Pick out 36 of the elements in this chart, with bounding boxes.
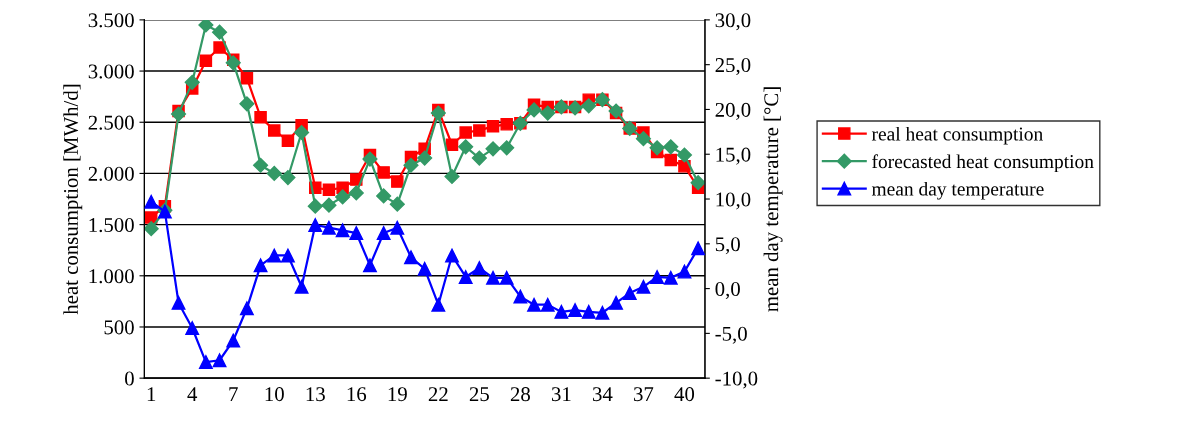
x-tick-label: 16 (347, 387, 367, 402)
x-tick-label: 40 (674, 387, 695, 402)
x-tick-label: 31 (551, 387, 571, 402)
x-tick-label: 22 (428, 387, 448, 401)
y-tick-label: 2.500 (88, 115, 134, 130)
y2-tick-label: 10,0 (716, 192, 751, 210)
legend-label: real heat consumption (871, 126, 1043, 145)
y-tick-label: 0 (125, 371, 134, 386)
y-axis-title: heat consumption [MWh/d] (63, 84, 83, 315)
y-tick-label: 1.500 (89, 217, 134, 233)
x-tick-label: 25 (469, 387, 489, 402)
x-tick-label: 10 (265, 387, 284, 402)
y-tick-label: 500 (104, 320, 134, 335)
y2-axis-title: mean day temperature [°C] (763, 87, 783, 312)
x-tick-label: 1 (147, 387, 156, 401)
legend-label: mean day temperature (871, 181, 1044, 200)
y2-tick-label: -10,0 (715, 371, 758, 389)
y2-tick-label: -5,0 (715, 326, 747, 344)
y-tick-label: 3.500 (88, 13, 134, 28)
x-tick-label: 34 (592, 387, 613, 402)
x-tick-label: 4 (187, 387, 198, 401)
y-tick-label: 3.000 (88, 64, 134, 79)
y-tick-label: 2.000 (88, 166, 134, 181)
y2-tick-label: 15,0 (716, 147, 751, 165)
x-tick-label: 28 (510, 387, 530, 402)
y2-tick-label: 20,0 (715, 102, 751, 120)
legend-label: forecasted heat consumption (872, 154, 1094, 173)
y2-tick-label: 30,0 (715, 13, 751, 31)
y2-tick-label: 0,0 (715, 281, 740, 300)
y-tick-label: 1.000 (89, 269, 134, 284)
x-tick-label: 37 (634, 387, 654, 402)
y2-tick-label: 5,0 (715, 237, 740, 255)
x-tick-label: 7 (229, 387, 238, 401)
x-tick-label: 13 (306, 387, 325, 402)
y2-tick-label: 25,0 (715, 58, 751, 76)
x-tick-label: 19 (388, 387, 407, 402)
